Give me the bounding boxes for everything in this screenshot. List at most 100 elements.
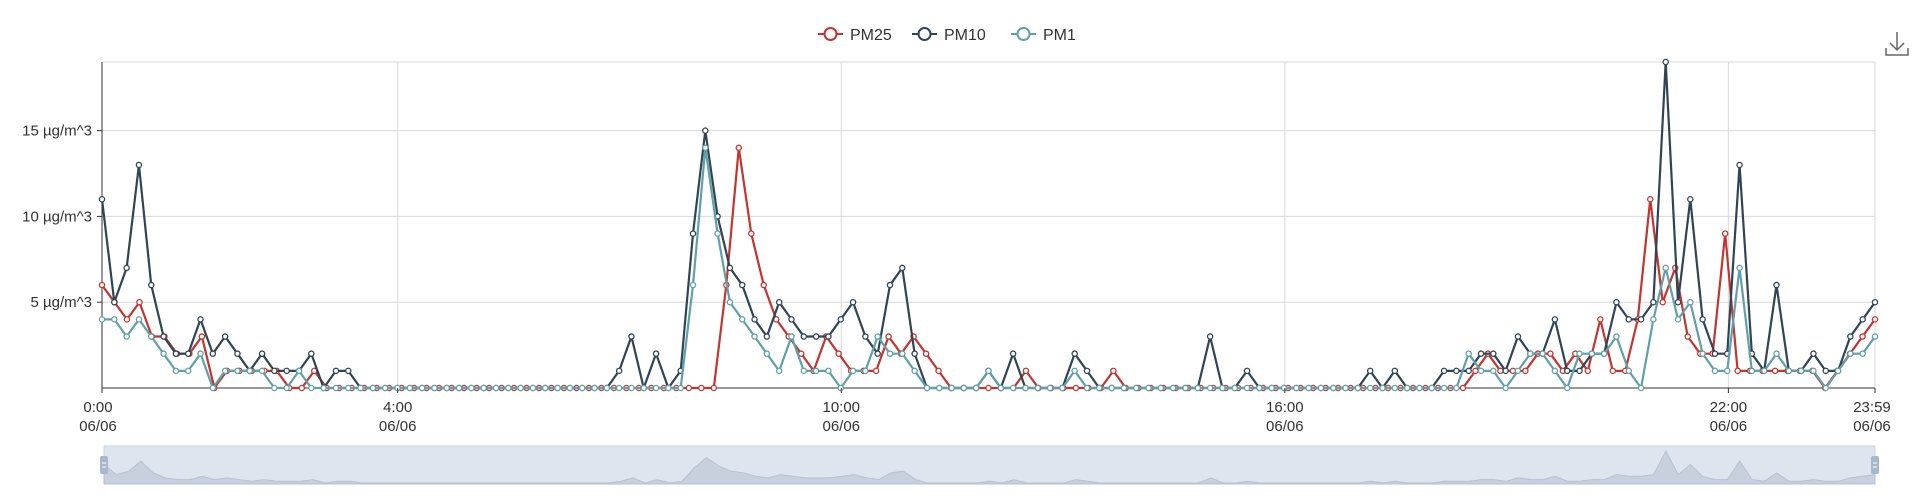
download-tray <box>1885 48 1909 56</box>
data-zoom-slider[interactable] <box>100 445 1879 485</box>
y-tick-label: 10 µg/m^3 <box>22 208 92 225</box>
data-point <box>652 384 660 392</box>
data-point <box>1650 316 1657 323</box>
data-zoom-track[interactable] <box>103 445 1876 485</box>
data-point <box>1145 384 1152 392</box>
data-point <box>1724 367 1731 375</box>
data-point <box>160 333 167 340</box>
x-tick-time: 22:00 <box>1710 399 1748 416</box>
data-point <box>443 384 450 392</box>
legend-item-pm1[interactable]: PM1 <box>1011 27 1076 44</box>
legend[interactable]: PM25 PM10 PM1 <box>818 27 1076 44</box>
data-point <box>578 384 586 392</box>
data-point <box>972 384 980 392</box>
data-point <box>985 367 992 375</box>
data-point <box>308 384 315 392</box>
data-point <box>1046 384 1054 392</box>
data-point <box>960 384 968 392</box>
data-point <box>1576 367 1583 375</box>
y-tick-label: 5 µg/m^3 <box>30 294 92 311</box>
legend-item-pm25[interactable]: PM25 <box>818 27 892 44</box>
data-point <box>123 316 131 323</box>
data-point <box>1293 384 1300 392</box>
legend-label: PM1 <box>1043 27 1076 44</box>
data-point <box>1563 367 1571 375</box>
data-point <box>1576 350 1583 357</box>
data-point <box>1440 384 1448 392</box>
data-point <box>677 384 684 392</box>
grid-lines <box>102 61 1876 388</box>
data-point <box>406 384 414 392</box>
data-point <box>862 367 869 375</box>
toolbox[interactable] <box>1885 32 1909 56</box>
data-point <box>615 384 623 392</box>
data-point <box>1490 350 1497 357</box>
data-point <box>98 196 106 203</box>
data-point <box>221 367 229 375</box>
data-zoom-handle-left[interactable] <box>100 456 108 474</box>
data-point <box>566 384 574 392</box>
data-point <box>198 333 206 340</box>
x-tick-time: 0:00 <box>83 399 112 416</box>
data-point <box>1539 350 1546 357</box>
data-point <box>1243 384 1251 392</box>
download-icon[interactable] <box>1885 32 1909 56</box>
data-point <box>1110 367 1117 375</box>
data-point <box>1391 384 1399 392</box>
data-point <box>739 316 746 323</box>
data-point <box>1797 367 1805 375</box>
data-zoom-handle-right[interactable] <box>1871 456 1879 474</box>
data-point <box>812 333 820 340</box>
data-point <box>825 333 832 340</box>
data-point <box>735 144 743 152</box>
data-point <box>685 384 693 392</box>
series-line-pm10 <box>100 60 1876 390</box>
handle-grip <box>100 456 108 474</box>
data-point <box>1453 367 1460 375</box>
data-point <box>184 367 192 375</box>
data-point <box>1699 316 1706 323</box>
data-point <box>1514 333 1522 340</box>
data-point <box>775 298 783 306</box>
legend-marker-icon <box>917 27 932 41</box>
data-point <box>1034 384 1042 392</box>
data-point <box>710 384 718 392</box>
legend-label: PM25 <box>850 27 892 44</box>
data-point <box>1687 298 1694 306</box>
data-point <box>542 384 549 392</box>
data-point <box>554 384 561 392</box>
data-point <box>1472 367 1479 375</box>
data-point <box>271 384 278 392</box>
data-point <box>1342 384 1349 392</box>
data-point <box>369 384 377 392</box>
data-point <box>689 230 697 237</box>
data-point <box>1477 350 1485 357</box>
data-point <box>468 384 475 392</box>
data-point <box>1810 350 1817 357</box>
data-point <box>1108 384 1115 392</box>
series-line-pm25 <box>101 146 1876 390</box>
data-point <box>1071 350 1078 357</box>
data-point <box>1662 58 1669 66</box>
data-point <box>899 264 906 272</box>
data-point <box>763 350 771 357</box>
data-point <box>197 316 204 323</box>
data-point <box>1083 367 1091 375</box>
data-point <box>1206 384 1214 392</box>
data-point <box>1859 316 1866 323</box>
data-point <box>1096 384 1103 392</box>
x-tick-date: 06/06 <box>1710 418 1748 435</box>
data-point <box>1674 316 1682 323</box>
data-point <box>357 384 364 392</box>
data-point <box>726 264 734 272</box>
data-point <box>751 316 758 323</box>
handle-grip <box>1871 456 1879 474</box>
data-point <box>849 298 857 306</box>
x-tick-date: 06/06 <box>379 418 417 435</box>
data-point <box>123 264 130 272</box>
data-point <box>1194 384 1202 392</box>
legend-item-pm10[interactable]: PM10 <box>912 27 986 44</box>
data-point <box>517 384 524 392</box>
data-point <box>1453 384 1460 392</box>
data-point <box>1157 384 1165 392</box>
